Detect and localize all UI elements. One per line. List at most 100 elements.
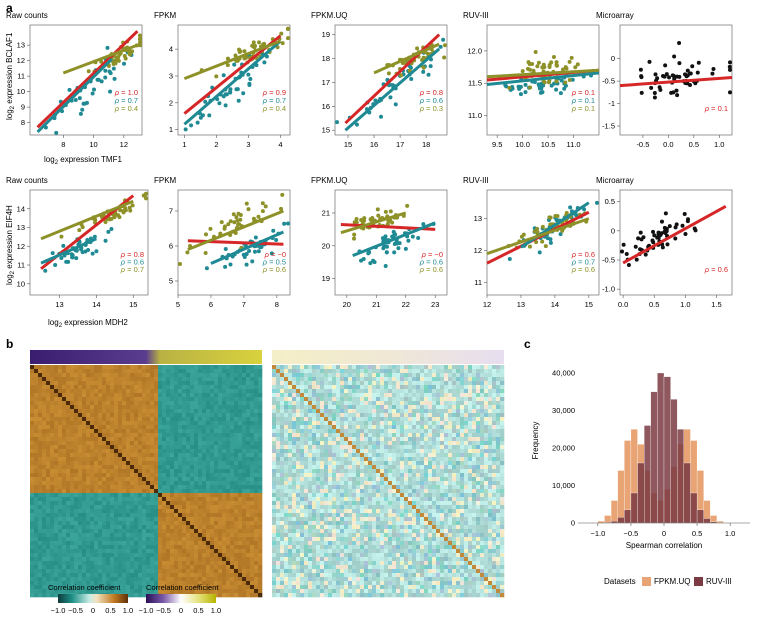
heatmap-cell (114, 401, 119, 406)
heatmap-cell (110, 473, 115, 478)
heatmap-cell (138, 441, 143, 446)
heatmap-cell (166, 481, 171, 486)
heatmap-cell (234, 385, 239, 390)
heatmap-cell (210, 389, 215, 394)
heatmap-cell (380, 397, 385, 402)
heatmap-cell (242, 505, 247, 510)
heatmap-cell (122, 453, 127, 458)
heatmap-cell (496, 373, 501, 378)
heatmap-cell (102, 517, 107, 522)
heatmap-cell (46, 593, 51, 598)
heatmap-cell (38, 553, 43, 558)
heatmap-cell (42, 373, 47, 378)
heatmap-cell (472, 393, 477, 398)
heatmap-cell (42, 593, 47, 598)
heatmap-cell (70, 457, 75, 462)
heatmap-cell (90, 585, 95, 590)
heatmap-cell (158, 389, 163, 394)
heatmap-cell (146, 513, 151, 518)
heatmap-cell (258, 417, 263, 422)
heatmap-cell (110, 457, 115, 462)
heatmap-cell (50, 573, 55, 578)
point-olive (548, 215, 553, 220)
heatmap-cell (98, 401, 103, 406)
heatmap-cell (82, 377, 87, 382)
heatmap-cell (476, 385, 481, 390)
heatmap-cell (242, 465, 247, 470)
heatmap-cell (118, 433, 123, 438)
point-teal (111, 66, 116, 71)
heatmap-cell (66, 409, 71, 414)
heatmap-cell (38, 501, 43, 506)
heatmap-cell (468, 365, 473, 370)
heatmap-cell (222, 485, 227, 490)
heatmap-cell (384, 393, 389, 398)
heatmap-cell (66, 569, 71, 574)
y-tick-label: 11 (17, 72, 25, 81)
heatmap-cell (162, 457, 167, 462)
heatmap-cell (158, 437, 163, 442)
heatmap-cell (122, 581, 127, 586)
heatmap-cell (424, 385, 429, 390)
heatmap-cell (158, 477, 163, 482)
heatmap-cell (254, 377, 259, 382)
heatmap-cell (234, 561, 239, 566)
heatmap-cell (258, 469, 263, 474)
heatmap-cell (142, 513, 147, 518)
heatmap-cell (254, 477, 259, 482)
heatmap-cell (86, 549, 91, 554)
heatmap-cell (182, 473, 187, 478)
heatmap-cell (226, 473, 231, 478)
heatmap-cell (246, 501, 251, 506)
heatmap-cell (46, 433, 51, 438)
heatmap-cell (106, 389, 111, 394)
heatmap-cell (58, 421, 63, 426)
heatmap-cell (178, 405, 183, 410)
heatmap-cell (206, 401, 211, 406)
heatmap-cell (142, 565, 147, 570)
heatmap-cell (110, 413, 115, 418)
heatmap-cell (150, 541, 155, 546)
heatmap-cell (138, 465, 143, 470)
heatmap-cell (66, 473, 71, 478)
heatmap-cell (206, 529, 211, 534)
heatmap-cell (272, 373, 277, 378)
heatmap-cell (226, 565, 231, 570)
heatmap-cell (356, 369, 361, 374)
heatmap-cell (364, 381, 369, 386)
heatmap-cell (372, 397, 377, 402)
heatmap-cell (118, 409, 123, 414)
heatmap-cell (102, 545, 107, 550)
heatmap-cell (86, 489, 91, 494)
heatmap-cell (82, 397, 87, 402)
heatmap-cell (98, 453, 103, 458)
heatmap-cell (142, 577, 147, 582)
heatmap-cell (254, 561, 259, 566)
heatmap-cell (254, 593, 259, 598)
heatmap-cell (202, 545, 207, 550)
heatmap-cell (154, 397, 159, 402)
heatmap-cell (238, 565, 243, 570)
heatmap-cell (372, 365, 377, 370)
heatmap-cell (292, 393, 297, 398)
heatmap-cell (352, 397, 357, 402)
heatmap-cell (74, 385, 79, 390)
point-black (682, 211, 687, 216)
heatmap-cell (484, 377, 489, 382)
heatmap-cell (46, 437, 51, 442)
heatmap-cell (300, 393, 305, 398)
point-teal (228, 87, 233, 92)
heatmap-cell (186, 417, 191, 422)
heatmap-cell (74, 585, 79, 590)
heatmap-cell (154, 365, 159, 370)
fit-line-olive (40, 199, 134, 241)
heatmap-cell (42, 549, 47, 554)
heatmap-cell (218, 553, 223, 558)
heatmap-cell (86, 481, 91, 486)
heatmap-cell (86, 397, 91, 402)
heatmap-cell (162, 549, 167, 554)
heatmap-cell (214, 381, 219, 386)
heatmap-cell (344, 377, 349, 382)
heatmap-cell (206, 457, 211, 462)
heatmap-cell (238, 397, 243, 402)
